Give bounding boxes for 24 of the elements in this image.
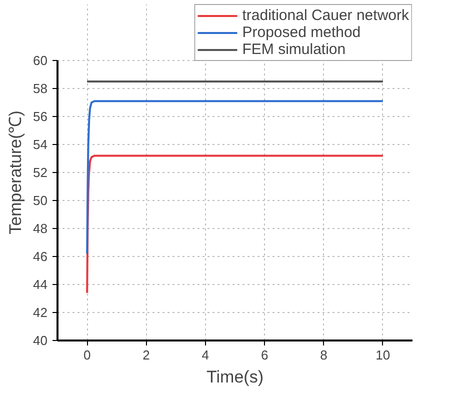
y-tick-label: 46 bbox=[33, 249, 48, 264]
y-tick-label: 40 bbox=[33, 333, 48, 348]
x-axis-title: Time(s) bbox=[206, 368, 264, 386]
y-tick-label: 52 bbox=[33, 165, 48, 180]
y-tick-label: 48 bbox=[33, 221, 48, 236]
y-tick-label: 54 bbox=[33, 137, 48, 152]
legend-label: Proposed method bbox=[242, 24, 361, 41]
x-tick-label: 4 bbox=[202, 348, 210, 362]
x-tick-label: 6 bbox=[260, 348, 268, 362]
x-tick-label: 0 bbox=[83, 348, 91, 362]
line-series bbox=[86, 100, 384, 255]
y-tick-label: 60 bbox=[33, 53, 48, 68]
y-tick-label: 42 bbox=[33, 305, 48, 320]
legend-label: traditional Cauer network bbox=[242, 7, 409, 24]
x-tick-label: 10 bbox=[376, 348, 390, 362]
y-tick-label: 58 bbox=[33, 81, 48, 96]
line-series bbox=[86, 154, 384, 294]
y-tick-label: 50 bbox=[33, 193, 48, 208]
y-axis-title: Temperature(℃) bbox=[6, 110, 26, 234]
legend-label: FEM simulation bbox=[242, 41, 346, 58]
y-tick-label: 44 bbox=[33, 277, 48, 292]
y-tick-label: 56 bbox=[33, 109, 48, 124]
x-tick-label: 8 bbox=[320, 348, 328, 362]
x-tick-label: 2 bbox=[142, 348, 150, 362]
